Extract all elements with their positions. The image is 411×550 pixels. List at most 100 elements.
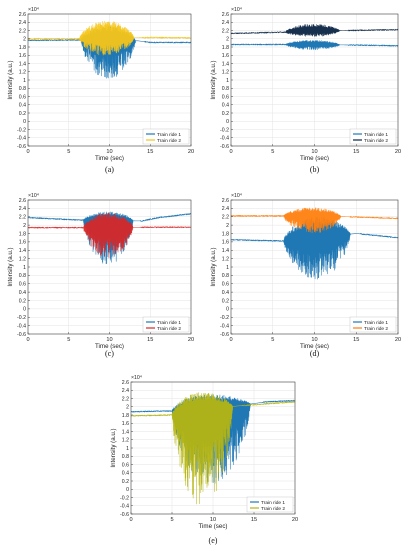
- y-tick-label: -0.2: [120, 495, 129, 501]
- y-tick-label: -0.4: [17, 323, 26, 329]
- x-tick-label: 5: [170, 517, 173, 523]
- y-tick-label: 2.6: [222, 198, 229, 204]
- y-tick-label: 1.4: [222, 248, 229, 254]
- y-tick-label: 2.4: [122, 388, 129, 394]
- x-tick-label: 20: [188, 337, 194, 343]
- series-line-2: [230, 207, 399, 234]
- chart-panel-5: 2.6 2.4 2.2 2 1.8 1.6 1.4 1.2 1 0.8 0.6 0.4 0.2 0 -0.2…: [110, 375, 298, 545]
- y-tick-label: 0.6: [122, 462, 129, 468]
- y-tick-label: 1: [226, 78, 229, 84]
- y-tick-label: 0.8: [19, 273, 26, 279]
- y-tick-label: 2: [126, 405, 129, 411]
- y-tick-label: 0: [226, 307, 229, 313]
- y-tick-label: -0.6: [17, 332, 26, 338]
- y-tick-label: 1.6: [19, 240, 26, 246]
- legend-entry-1: Train ride 1: [157, 320, 181, 326]
- x-tick-label: 20: [292, 517, 298, 523]
- x-tick-label: 0: [129, 517, 132, 523]
- legend-entry-1: Train ride 1: [364, 132, 388, 138]
- x-tick-label: 5: [271, 149, 274, 155]
- panel-caption: (c): [105, 349, 114, 358]
- panel-caption: (e): [209, 536, 218, 545]
- y-tick-label: -0.2: [17, 315, 26, 321]
- x-axis-label: Time (sec): [95, 343, 124, 350]
- y-axis-label: Intensity (a.u.): [7, 247, 14, 286]
- x-tick-label: 10: [311, 149, 317, 155]
- y-tick-label: 0.8: [222, 86, 229, 92]
- x-tick-label: 0: [26, 149, 29, 155]
- series-line-2: [27, 212, 192, 259]
- y-tick-label: 0.2: [19, 298, 26, 304]
- y-tick-label: 0.6: [19, 94, 26, 100]
- y-tick-label: 1: [126, 446, 129, 452]
- y-tick-label: 2.2: [222, 28, 229, 34]
- y-tick-label: 1.8: [19, 45, 26, 51]
- x-tick-label: 0: [26, 337, 29, 343]
- y-exponent-label: ×10⁴: [131, 375, 142, 381]
- legend-entry-2: Train ride 2: [261, 506, 285, 512]
- y-tick-label: -0.6: [17, 144, 26, 150]
- x-tick-label: 5: [271, 337, 274, 343]
- y-tick-label: 1.6: [222, 53, 229, 59]
- y-tick-label: 0.4: [222, 103, 229, 109]
- series-line-1: [230, 39, 399, 51]
- y-exponent-label: ×10⁴: [231, 7, 242, 13]
- y-tick-label: 1: [23, 78, 26, 84]
- series-line-2: [130, 392, 296, 505]
- y-tick-label: 1.8: [222, 45, 229, 51]
- y-tick-label: 1: [23, 265, 26, 271]
- y-tick-label: 0.6: [222, 282, 229, 288]
- y-tick-label: 1.4: [222, 61, 229, 67]
- y-tick-label: 0: [23, 307, 26, 313]
- y-tick-label: 2: [23, 37, 26, 43]
- y-tick-label: 1: [226, 265, 229, 271]
- chart-panel-4: 2.6 2.4 2.2 2 1.8 1.6 1.4 1.2 1 0.8 0.6 0.4 0.2 0 -0.2…: [210, 193, 401, 358]
- y-tick-label: -0.6: [220, 332, 229, 338]
- y-tick-label: 2: [226, 37, 229, 43]
- y-tick-label: 0.4: [222, 290, 229, 296]
- legend-entry-2: Train ride 2: [364, 138, 388, 144]
- y-tick-label: 1.2: [222, 256, 229, 262]
- x-axis-label: Time (sec): [300, 155, 329, 162]
- y-tick-label: 2.4: [222, 20, 229, 26]
- y-exponent-label: ×10⁴: [231, 193, 242, 199]
- x-tick-label: 5: [67, 149, 70, 155]
- x-tick-label: 15: [353, 149, 359, 155]
- y-tick-label: 1.4: [122, 429, 129, 435]
- y-tick-label: 2: [226, 223, 229, 229]
- panel-caption: (d): [310, 349, 320, 358]
- y-tick-label: 2.2: [19, 215, 26, 221]
- y-tick-label: 2: [23, 223, 26, 229]
- x-tick-label: 15: [147, 149, 153, 155]
- y-tick-label: 1.4: [19, 61, 26, 67]
- y-tick-label: 0: [126, 487, 129, 493]
- series-line-2: [27, 20, 192, 56]
- y-axis-label: Intensity (a.u.): [7, 60, 14, 99]
- y-axis-label: Intensity (a.u.): [110, 428, 117, 467]
- x-tick-label: 15: [251, 517, 257, 523]
- series-line-2: [230, 23, 399, 37]
- panel-caption: (b): [310, 165, 320, 174]
- x-tick-label: 15: [147, 337, 153, 343]
- y-tick-label: -0.4: [220, 136, 229, 142]
- x-tick-label: 5: [67, 337, 70, 343]
- y-tick-label: 0.2: [19, 111, 26, 117]
- series-line-1: [27, 211, 192, 264]
- y-tick-label: 2.4: [222, 206, 229, 212]
- y-tick-label: -0.6: [220, 144, 229, 150]
- y-tick-label: 2.6: [122, 380, 129, 386]
- x-tick-label: 20: [395, 337, 401, 343]
- y-tick-label: 0.6: [222, 94, 229, 100]
- y-tick-label: 1.8: [122, 413, 129, 419]
- y-tick-label: 0: [23, 119, 26, 125]
- y-tick-label: 0.4: [19, 103, 26, 109]
- y-tick-label: 0.8: [122, 454, 129, 460]
- x-tick-label: 0: [229, 149, 232, 155]
- y-tick-label: 1.2: [19, 70, 26, 76]
- y-tick-label: -0.2: [220, 315, 229, 321]
